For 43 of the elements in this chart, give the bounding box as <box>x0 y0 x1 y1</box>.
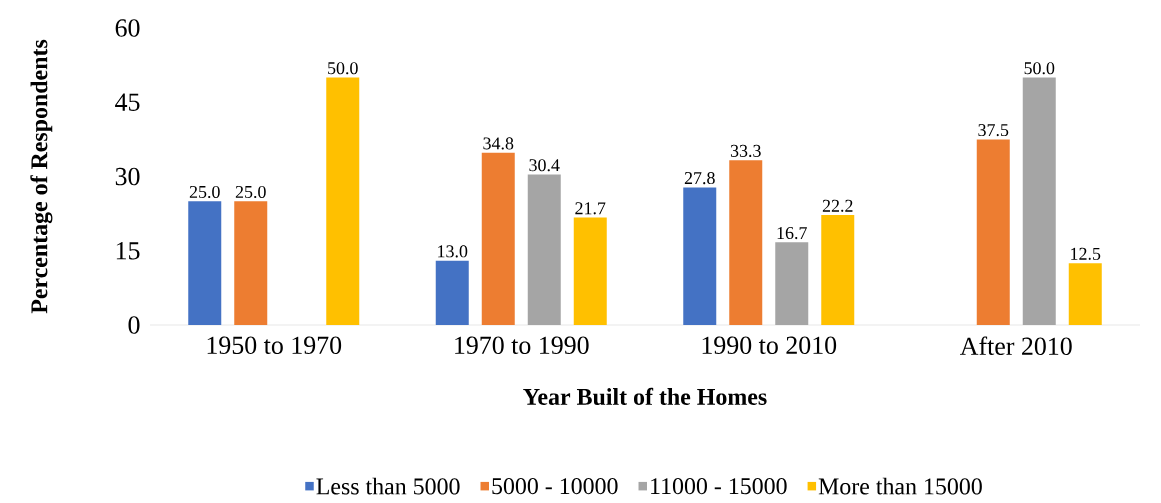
data-label: 13.0 <box>438 245 468 258</box>
legend-label: Less than 5000 <box>316 477 460 495</box>
bar <box>435 260 469 325</box>
bar <box>234 201 268 325</box>
y-axis-title: Percentage of Respondents <box>30 39 53 314</box>
bar <box>481 152 515 325</box>
y-tick-label: 45 <box>115 93 140 111</box>
data-label: 25.0 <box>189 185 220 199</box>
data-label: 50.0 <box>328 62 358 75</box>
x-tick-label: 1990 to 2010 <box>702 336 837 354</box>
legend-label: 11000 - 15000 <box>651 478 787 495</box>
data-label: 25.0 <box>235 185 266 199</box>
bar <box>326 77 360 325</box>
x-tick-label: After 2010 <box>960 336 1072 356</box>
y-tick-label: 15 <box>116 242 140 260</box>
bar <box>775 242 809 325</box>
bar <box>729 160 763 325</box>
bar <box>683 187 717 325</box>
bar <box>1068 263 1102 325</box>
data-label: 21.7 <box>575 202 606 215</box>
data-label: 30.4 <box>529 159 560 172</box>
x-tick-label: 1970 to 1990 <box>455 336 589 354</box>
x-axis-title: Year Built of the Homes <box>523 387 767 405</box>
y-tick-label: 0 <box>128 316 140 334</box>
y-tick-label: 30 <box>115 167 140 186</box>
data-label: 22.2 <box>822 199 853 212</box>
bar <box>573 217 607 325</box>
x-tick-label: 1950 to 1970 <box>207 336 342 354</box>
bar <box>1022 77 1056 325</box>
data-label: 16.7 <box>777 227 807 240</box>
legend-label: More than 15000 <box>818 477 982 495</box>
legend-label: 5000 - 10000 <box>492 478 618 495</box>
bar <box>527 174 561 325</box>
data-label: 37.5 <box>978 124 1009 137</box>
bar <box>976 139 1010 325</box>
data-label: 34.8 <box>483 137 514 150</box>
y-tick-label: 60 <box>115 19 140 37</box>
data-label: 50.0 <box>1024 62 1055 75</box>
data-label: 33.3 <box>730 144 761 157</box>
data-label: 27.8 <box>684 172 715 185</box>
bar <box>821 215 855 325</box>
bar <box>188 201 222 325</box>
data-label: 12.5 <box>1071 247 1101 260</box>
